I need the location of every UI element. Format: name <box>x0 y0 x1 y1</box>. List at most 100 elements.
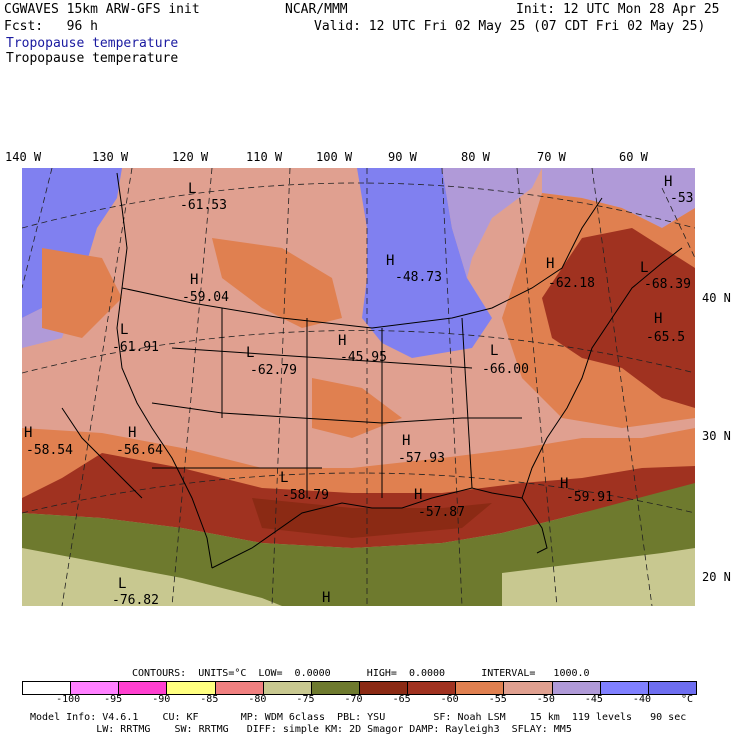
colorbar-swatch <box>552 682 601 694</box>
pressure-center-value: -57.87 <box>418 505 465 520</box>
lat-label: 20 N <box>702 570 731 584</box>
pressure-center-value: -68.39 <box>644 277 691 292</box>
model-info-line2: LW: RRTMG SW: RRTMG DIFF: simple KM: 2D … <box>30 724 572 735</box>
band-central <box>442 168 542 278</box>
hot-band-south <box>22 453 695 548</box>
colorbar-tick-label: -60 <box>440 694 459 705</box>
band-ne <box>542 168 695 228</box>
graticule <box>22 168 695 606</box>
pressure-center-value: -58.54 <box>26 443 73 458</box>
field-title-2: Tropopause temperature <box>6 51 179 66</box>
pale-region-se <box>502 548 695 606</box>
colorbar <box>22 681 697 695</box>
valid-time: Valid: 12 UTC Fri 02 May 25 (07 CDT Fri … <box>314 19 706 34</box>
colorbar-tick-label: -80 <box>248 694 267 705</box>
colorbar-swatch <box>23 682 72 694</box>
pressure-center-letter: L <box>280 470 289 486</box>
colorbar-tick-label: -50 <box>536 694 555 705</box>
colorbar-swatch <box>456 682 505 694</box>
colorbar-swatch <box>119 682 168 694</box>
cold-region-central <box>357 168 492 358</box>
pressure-center-letter: L <box>118 576 127 592</box>
pressure-center-letter: L <box>640 260 649 276</box>
pressure-center-value: -59.91 <box>566 490 613 505</box>
init-time: Init: 12 UTC Mon 28 Apr 25 <box>516 2 720 17</box>
lon-label: 120 W <box>172 150 209 164</box>
pressure-center-value: -56.64 <box>116 443 163 458</box>
pressure-center-value: -58.79 <box>282 488 329 503</box>
pressure-center-value: -65.5 <box>646 330 686 345</box>
pressure-center-letter: H <box>414 487 423 503</box>
colorbar-tick-label: -85 <box>200 694 219 705</box>
lat-label: 30 N <box>702 429 731 443</box>
pressure-center-value: -61.53 <box>180 198 227 213</box>
pressure-center-value: -66.00 <box>482 362 529 377</box>
pressure-center-letter: L <box>188 181 197 197</box>
colorbar-swatch <box>311 682 360 694</box>
pressure-center-value: -45.95 <box>340 350 387 365</box>
colorbar-swatch <box>408 682 457 694</box>
contour-info: CONTOURS: UNITS=°C LOW= 0.0000 HIGH= 0.0… <box>132 668 590 679</box>
colorbar-tick-label: -45 <box>584 694 603 705</box>
field-title-1: Tropopause temperature <box>6 36 179 51</box>
tropopause-temperature-map <box>22 168 695 606</box>
colorbar-tick-label: °C <box>681 694 694 705</box>
colorbar-swatch <box>167 682 216 694</box>
pressure-center-letter: L <box>490 343 499 359</box>
colorbar-tick-label: -100 <box>56 694 81 705</box>
pressure-center-letter: H <box>190 272 199 288</box>
colorbar-tick-label: -40 <box>632 694 651 705</box>
pressure-center-letter: H <box>546 256 555 272</box>
pressure-center-letter: H <box>128 425 137 441</box>
colorbar-swatch <box>215 682 264 694</box>
hot-core-south <box>252 498 492 538</box>
pressure-center-letter: H <box>338 333 347 349</box>
colorbar-tick-label: -95 <box>104 694 123 705</box>
lon-label: 70 W <box>537 150 566 164</box>
colorbar-swatch <box>359 682 409 694</box>
warm-patch-1 <box>212 238 342 328</box>
colorbar-swatch <box>504 682 553 694</box>
pressure-center-value: -76.82 <box>112 593 159 608</box>
pressure-center-letter: H <box>560 476 569 492</box>
colorbar-tick-label: -65 <box>392 694 411 705</box>
pressure-center-letter: L <box>120 322 129 338</box>
pressure-center-value: -57.93 <box>398 451 445 466</box>
pressure-center-letter: H <box>322 590 331 606</box>
colorbar-swatch <box>71 682 120 694</box>
pressure-center-letter: H <box>386 253 395 269</box>
model-info-line1: Model Info: V4.6.1 CU: KF MP: WDM 6class… <box>30 712 687 723</box>
lon-label: 140 W <box>5 150 42 164</box>
pressure-center-letter: L <box>246 345 255 361</box>
lon-label: 90 W <box>388 150 417 164</box>
lat-label: 40 N <box>702 291 731 305</box>
coastlines <box>61 172 683 569</box>
colorbar-tick-label: -90 <box>152 694 171 705</box>
pressure-center-value: -62.79 <box>250 363 297 378</box>
colorbar-tick-label: -70 <box>344 694 363 705</box>
colorbar-tick-label: -75 <box>296 694 315 705</box>
pressure-center-value: -62.18 <box>548 276 595 291</box>
center-label: NCAR/MMM <box>285 2 348 17</box>
pressure-center-letter: H <box>24 425 33 441</box>
lon-label: 80 W <box>461 150 490 164</box>
pressure-center-value: -48.73 <box>395 270 442 285</box>
pressure-center-letter: H <box>664 174 673 190</box>
lon-label: 130 W <box>92 150 129 164</box>
forecast-hour: Fcst: 96 h <box>4 19 98 34</box>
lon-label: 100 W <box>316 150 353 164</box>
warm-patch-2 <box>42 248 122 338</box>
pressure-center-value: -53 <box>670 191 694 206</box>
lon-label: 60 W <box>619 150 648 164</box>
colorbar-swatch <box>263 682 312 694</box>
colorbar-swatch <box>648 682 696 694</box>
pale-region-sw <box>22 548 282 606</box>
pressure-center-value: -59.04 <box>182 290 229 305</box>
colorbar-swatch <box>600 682 649 694</box>
hot-region-ne <box>542 228 695 408</box>
pressure-center-letter: H <box>654 311 663 327</box>
lon-label: 110 W <box>246 150 283 164</box>
model-title: CGWAVES 15km ARW-GFS init <box>4 2 200 17</box>
pressure-center-value: -61.91 <box>112 340 159 355</box>
pressure-center-letter: H <box>402 433 411 449</box>
